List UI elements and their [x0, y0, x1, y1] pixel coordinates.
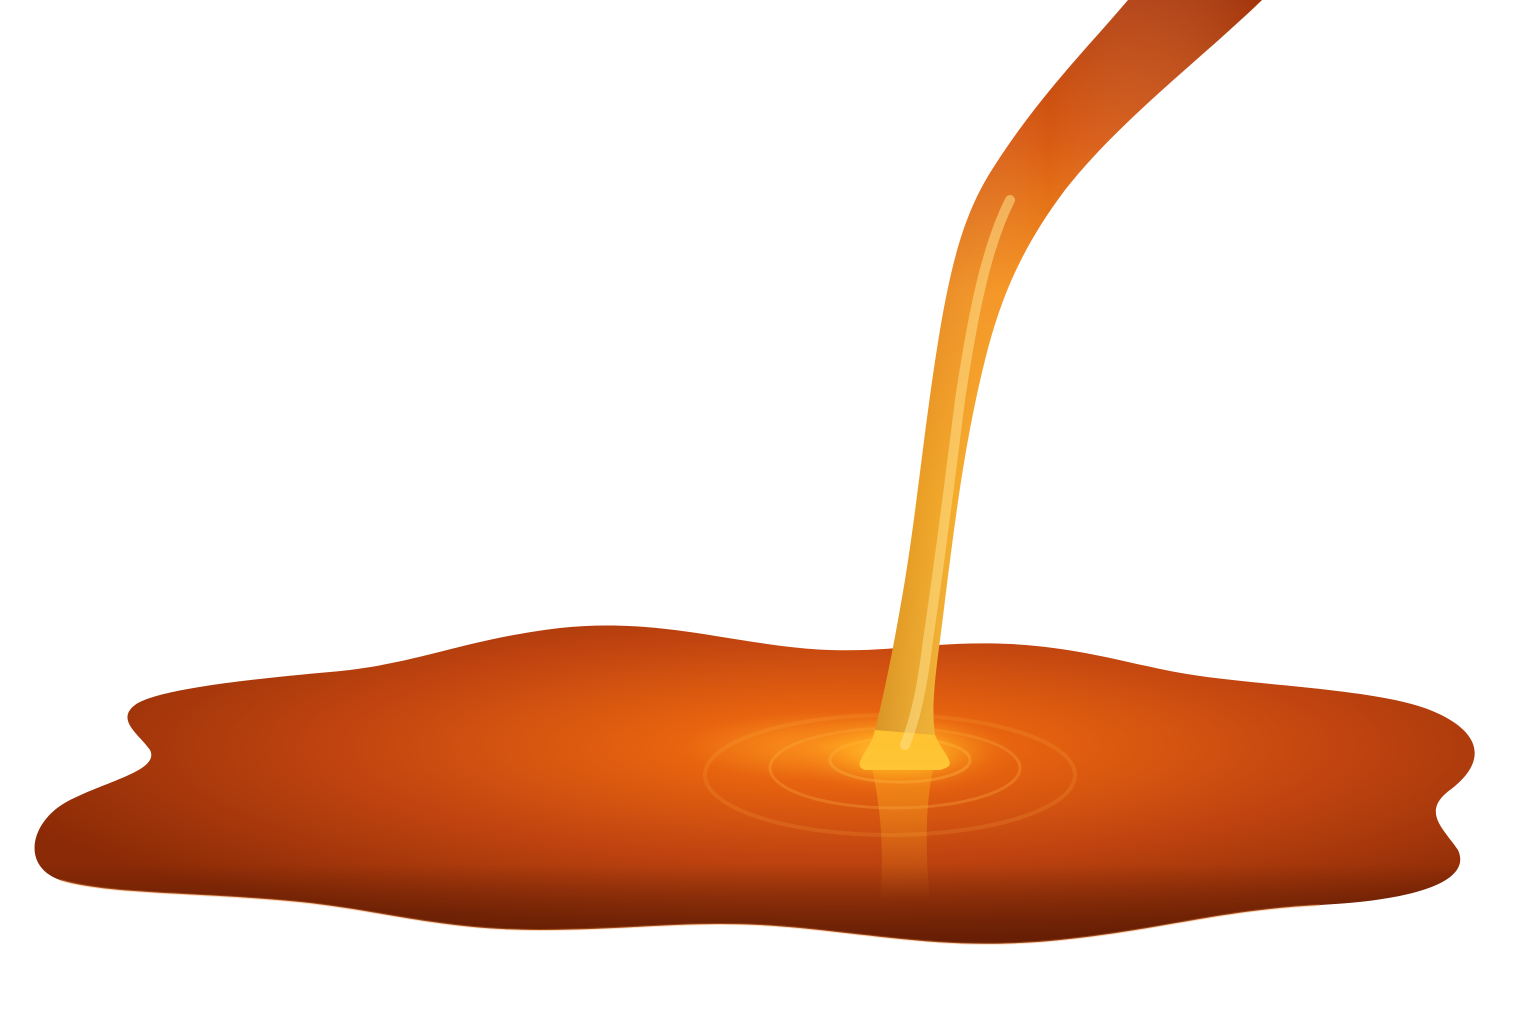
- stream-highlight: [900, 195, 1015, 750]
- puddle: [34, 625, 1475, 945]
- liquid-stream: [859, 0, 1262, 770]
- stream-shading: [875, 0, 1262, 735]
- puddle-rim-highlight: [59, 879, 1321, 945]
- puddle-edge-shadow: [34, 625, 1475, 944]
